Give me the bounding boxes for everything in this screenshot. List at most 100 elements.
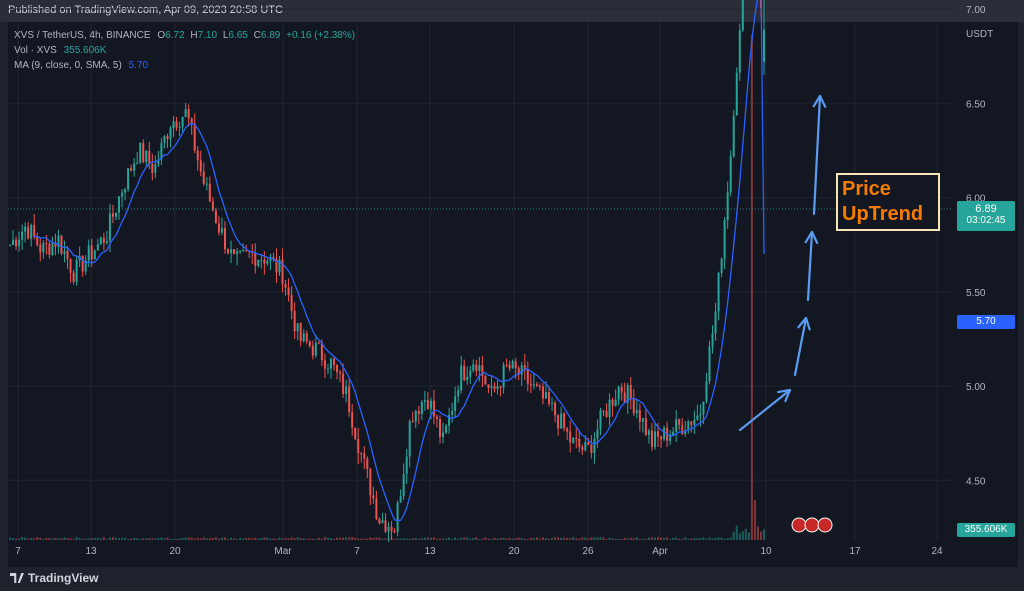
candle-body xyxy=(711,333,714,347)
volume-bar xyxy=(205,538,208,540)
volume-bar xyxy=(51,538,54,540)
arrow-shaft xyxy=(806,230,814,302)
volume-bar xyxy=(214,537,217,540)
volume-bar xyxy=(357,538,360,540)
volume-bar xyxy=(502,537,505,540)
volume-bar xyxy=(239,537,242,540)
candle-body xyxy=(505,364,508,366)
volume-bar xyxy=(508,537,511,540)
volume-bar xyxy=(42,538,45,540)
candle-body xyxy=(420,402,423,415)
candle-body xyxy=(242,250,245,252)
ma-label: MA (9, close, 0, SMA, 5) xyxy=(14,60,122,71)
volume-bar xyxy=(230,537,233,540)
volume-bar xyxy=(193,538,196,540)
volume-bar xyxy=(190,537,193,540)
candle-body xyxy=(27,226,30,239)
candle-body xyxy=(266,260,269,264)
candle-body xyxy=(502,364,505,388)
volume-bar xyxy=(520,538,523,540)
candle-body xyxy=(478,365,481,371)
volume-bar xyxy=(596,537,599,540)
volume-bar xyxy=(693,537,696,540)
volume-bar xyxy=(666,537,669,540)
symbol-label: XVS / TetherUS, 4h, BINANCE xyxy=(14,30,151,41)
candle-body xyxy=(714,311,717,334)
candle-body xyxy=(223,228,226,250)
candle-body xyxy=(236,251,239,255)
candle-body xyxy=(599,410,602,430)
candle-body xyxy=(24,226,27,232)
candle-body xyxy=(114,212,117,217)
candle-body xyxy=(466,376,469,381)
volume-bar xyxy=(541,537,544,540)
candle-body xyxy=(48,243,51,255)
volume-bar xyxy=(560,537,563,540)
volume-bar xyxy=(484,537,487,540)
us-flag-icon xyxy=(804,517,820,533)
candle-body xyxy=(438,418,441,437)
candle-body xyxy=(699,414,702,416)
volume-bar xyxy=(614,538,617,540)
candle-body xyxy=(429,400,432,409)
candle-body xyxy=(157,159,160,165)
volume-bar xyxy=(93,538,96,540)
candle-body xyxy=(175,121,178,128)
volume-bar xyxy=(127,538,130,540)
candle-body xyxy=(393,531,396,533)
volume-bar xyxy=(763,529,765,540)
candle-body xyxy=(451,410,454,416)
arrow-shaft xyxy=(812,94,822,216)
candle-body xyxy=(411,421,414,423)
candle-body xyxy=(339,372,342,374)
volume-bar xyxy=(254,537,257,540)
volume-bar xyxy=(75,537,78,540)
candle-body xyxy=(675,419,678,432)
candle-body xyxy=(254,253,257,266)
volume-bar xyxy=(296,537,299,540)
x-tick-label: 13 xyxy=(85,546,97,557)
volume-bar xyxy=(281,538,284,540)
candle-body xyxy=(644,418,647,435)
x-tick-label: Mar xyxy=(274,546,292,557)
volume-bar xyxy=(272,538,275,540)
candle-body xyxy=(251,251,254,254)
candle-body xyxy=(348,386,351,413)
volume-bar xyxy=(629,537,632,540)
volume-bar xyxy=(381,538,384,540)
candle-body xyxy=(33,225,36,237)
candle-body xyxy=(148,150,151,164)
candle-body xyxy=(130,168,133,171)
volume-bar xyxy=(54,537,57,540)
volume-bar xyxy=(278,537,281,540)
x-tick-label: 26 xyxy=(582,546,594,557)
tradingview-logo-icon xyxy=(10,573,24,583)
chart-area[interactable] xyxy=(8,22,1018,567)
candle-body xyxy=(372,495,375,499)
candle-body xyxy=(544,392,547,399)
candle-body xyxy=(127,168,130,190)
candle-body xyxy=(329,358,332,369)
volume-bar xyxy=(517,537,520,540)
candle-body xyxy=(136,162,139,164)
candle-body xyxy=(257,259,260,266)
volume-bar xyxy=(663,537,666,540)
volume-bar xyxy=(611,538,614,540)
x-tick-label: Apr xyxy=(652,546,668,557)
volume-bar xyxy=(375,537,378,540)
us-flag-icon xyxy=(791,517,807,533)
candle-body xyxy=(614,399,617,406)
volume-bar xyxy=(311,538,314,540)
candle-body xyxy=(566,428,569,432)
candle-body xyxy=(90,245,93,260)
candle-body xyxy=(414,410,417,422)
candle-body xyxy=(366,458,369,470)
volume-bar xyxy=(463,537,466,540)
volume-bar xyxy=(342,537,345,540)
candle-body xyxy=(399,496,402,503)
open-label: O xyxy=(157,30,166,41)
volume-bar xyxy=(360,538,363,540)
candle-body xyxy=(684,430,687,434)
volume-bar xyxy=(220,537,223,540)
